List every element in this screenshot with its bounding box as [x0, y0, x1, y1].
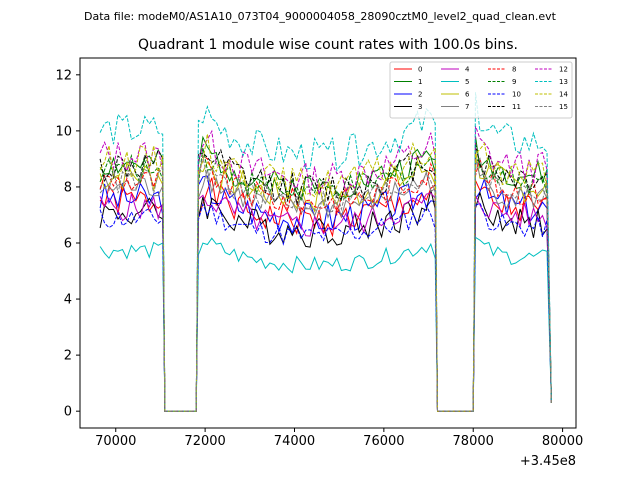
legend-label-6: 6: [465, 91, 470, 99]
x-tick-label: 70000: [95, 434, 136, 449]
legend-label-1: 1: [418, 78, 422, 86]
legend-label-14: 14: [559, 91, 568, 99]
plot-area: [99, 92, 552, 412]
x-tick-label: 78000: [453, 434, 494, 449]
legend-label-13: 13: [559, 78, 568, 86]
data-file-label: Data file: modeM0/AS1A10_073T04_90000040…: [84, 10, 557, 23]
y-tick-label: 2: [64, 349, 72, 364]
y-tick-label: 6: [64, 237, 72, 252]
chart-title: Quadrant 1 module wise count rates with …: [138, 37, 518, 53]
legend-label-2: 2: [418, 91, 422, 99]
x-tick-label: 76000: [363, 434, 404, 449]
legend-label-9: 9: [512, 78, 516, 86]
x-tick-label: 80000: [542, 434, 583, 449]
legend-label-10: 10: [512, 91, 521, 99]
series-line-10: [99, 202, 552, 412]
series-line-14: [99, 133, 552, 412]
y-tick-label: 4: [64, 293, 72, 308]
legend-label-3: 3: [418, 103, 422, 111]
series-line-4: [99, 192, 552, 412]
legend-label-7: 7: [465, 103, 469, 111]
legend-label-4: 4: [465, 66, 470, 74]
legend-box: [389, 61, 573, 119]
series-line-5: [99, 236, 552, 412]
series-line-15: [99, 155, 552, 412]
series-line-11: [99, 144, 552, 412]
legend-label-5: 5: [465, 78, 469, 86]
y-tick-label: 8: [64, 180, 72, 195]
legend-label-0: 0: [418, 66, 422, 74]
legend-label-15: 15: [559, 103, 568, 111]
x-tick-label: 74000: [274, 434, 315, 449]
legend-label-8: 8: [512, 66, 516, 74]
legend-label-12: 12: [559, 66, 568, 74]
y-tick-label: 0: [64, 405, 72, 420]
y-tick-label: 10: [55, 124, 72, 139]
series-line-3: [99, 189, 552, 412]
series-line-12: [99, 125, 552, 412]
legend-label-11: 11: [512, 103, 521, 111]
series-line-13: [99, 92, 552, 412]
x-offset-label: +3.45e8: [520, 454, 576, 469]
y-tick-label: 12: [55, 68, 72, 83]
x-tick-label: 72000: [184, 434, 225, 449]
